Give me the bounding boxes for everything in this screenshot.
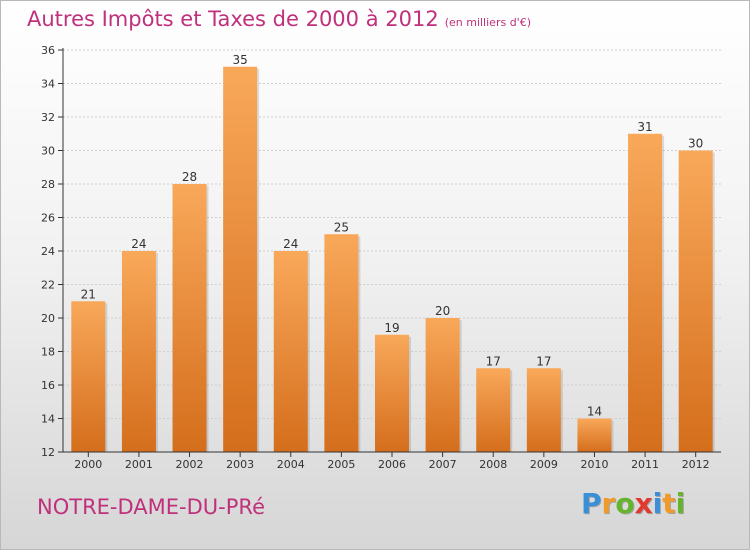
chart-title-text: Autres Impôts et Taxes de 2000 à 2012 [27,7,439,31]
bars [71,66,715,452]
y-tick-label: 14 [41,413,55,426]
logo-letter: r [601,487,616,520]
bar [375,334,409,452]
data-label: 17 [536,354,551,368]
x-tick-label: 2000 [74,458,102,471]
data-label: 20 [435,304,450,318]
chart-title: Autres Impôts et Taxes de 2000 à 2012 (en… [27,7,531,31]
bar [476,368,511,452]
y-tick-label: 36 [41,44,55,57]
x-tick-label: 2006 [378,458,406,471]
y-tick-label: 32 [41,111,55,124]
bar [678,150,713,452]
y-tick-label: 28 [41,178,55,191]
data-label: 17 [486,354,501,368]
bar [71,301,106,452]
bar [324,234,359,452]
bar [577,418,612,452]
data-label: 14 [587,405,602,419]
x-tick-label: 2009 [530,458,558,471]
data-label: 35 [233,53,248,67]
logo-letter: t [662,487,676,520]
data-label: 25 [334,220,349,234]
bar [223,66,258,452]
bar [273,251,308,452]
data-label: 28 [182,170,197,184]
data-label: 31 [637,120,652,134]
y-tick-label: 20 [41,312,55,325]
x-tick-label: 2007 [429,458,457,471]
y-tick-label: 26 [41,212,55,225]
data-label: 24 [131,237,146,251]
x-tick-label: 2003 [226,458,254,471]
y-tick-label: 30 [41,145,55,158]
logo-letter: x [634,487,653,520]
data-label: 21 [81,287,96,301]
y-tick-label: 22 [41,279,55,292]
y-tick-label: 24 [41,245,55,258]
bar [425,318,460,452]
x-tick-label: 2005 [327,458,355,471]
data-labels: 21 24 28 35 24 25 19 20 17 17 14 31 30 [81,53,704,419]
bar [172,184,207,452]
logo-letter: i [675,487,686,520]
bar [526,368,561,452]
x-tick-label: 2004 [277,458,305,471]
y-tick-label: 34 [41,78,55,91]
x-tick-label: 2001 [125,458,153,471]
y-tick-label: 12 [41,446,55,459]
bar [628,133,663,452]
town-name: NOTRE-DAME-DU-PRé [37,495,265,519]
logo-letter: P [581,487,602,520]
x-tick-label: 2011 [631,458,659,471]
logo-letter: i [652,487,663,520]
data-label: 19 [384,321,399,335]
y-tick-label: 16 [41,379,55,392]
x-tick-label: 2010 [580,458,608,471]
chart-unit: (en milliers d'€) [444,16,531,29]
bar [121,251,156,452]
y-tick-label: 18 [41,346,55,359]
data-label: 30 [688,137,703,151]
x-tick-label: 2002 [176,458,204,471]
x-tick-label: 2008 [479,458,507,471]
proxiti-logo: Proxiti [581,487,685,520]
data-label: 24 [283,237,298,251]
logo-letter: o [615,487,635,520]
x-tick-label: 2012 [682,458,710,471]
axes: 12 14 16 18 20 22 24 26 28 30 32 34 36 2000 2001 2002 20… [41,44,721,471]
